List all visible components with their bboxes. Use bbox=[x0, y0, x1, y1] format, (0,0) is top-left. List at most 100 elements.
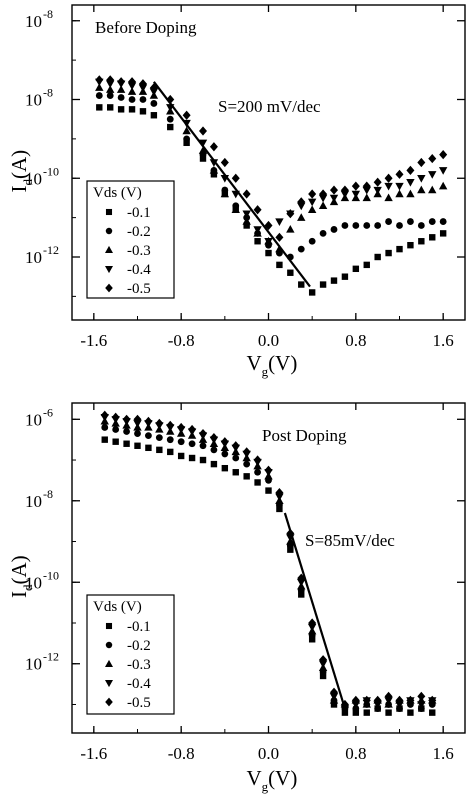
data-point bbox=[243, 473, 250, 480]
data-point bbox=[275, 232, 284, 242]
data-point bbox=[177, 452, 185, 460]
x-tick-label: -0.8 bbox=[168, 744, 195, 763]
data-point bbox=[134, 430, 141, 437]
data-point bbox=[329, 693, 339, 701]
data-point bbox=[297, 579, 306, 587]
y-tick-label: 10 bbox=[25, 12, 42, 31]
data-point bbox=[286, 209, 295, 219]
data-point bbox=[101, 436, 108, 443]
data-point bbox=[395, 695, 404, 706]
data-point bbox=[275, 493, 284, 502]
data-point bbox=[128, 96, 136, 103]
data-point bbox=[199, 155, 207, 162]
x-label-main: V bbox=[247, 351, 262, 375]
data-point bbox=[406, 189, 415, 198]
legend-marker bbox=[105, 245, 113, 254]
data-point bbox=[106, 92, 114, 99]
y-tick-label: 10 bbox=[25, 492, 42, 511]
data-point bbox=[199, 428, 207, 439]
data-point bbox=[373, 186, 382, 195]
data-point bbox=[330, 687, 338, 697]
data-point bbox=[95, 83, 104, 91]
data-point bbox=[340, 705, 350, 713]
fit-line bbox=[283, 512, 346, 709]
data-point bbox=[166, 115, 174, 123]
data-point bbox=[307, 623, 317, 632]
y-tick-label: 10 bbox=[25, 410, 42, 429]
data-point bbox=[373, 177, 382, 187]
legend-entry-label: -0.5 bbox=[127, 281, 151, 297]
data-point bbox=[276, 505, 283, 513]
data-point bbox=[429, 234, 436, 241]
legend-entry-label: -0.3 bbox=[127, 657, 151, 673]
data-point bbox=[133, 420, 142, 428]
data-point bbox=[150, 100, 158, 107]
data-point bbox=[319, 672, 327, 680]
data-point bbox=[351, 701, 361, 709]
data-point bbox=[156, 446, 163, 454]
data-point bbox=[341, 273, 349, 280]
data-point bbox=[384, 173, 393, 183]
legend-title: Vds (V) bbox=[93, 599, 142, 615]
legend-marker bbox=[105, 679, 113, 688]
data-point bbox=[188, 424, 197, 435]
data-point bbox=[352, 265, 360, 273]
data-point bbox=[428, 185, 437, 194]
data-point bbox=[101, 424, 109, 431]
data-point bbox=[264, 238, 273, 246]
data-point bbox=[111, 412, 120, 422]
y-tick-exponent: -8 bbox=[43, 7, 53, 21]
data-point bbox=[438, 167, 448, 175]
x-label-main: V bbox=[247, 766, 262, 790]
data-point bbox=[318, 660, 328, 669]
y-axis-label: Id(A) bbox=[7, 555, 35, 598]
x-tick-label: -0.8 bbox=[168, 331, 195, 350]
x-tick-label: 0.0 bbox=[258, 744, 279, 763]
y-tick-base: 10 bbox=[25, 169, 42, 188]
series-neg0.5 bbox=[100, 410, 437, 710]
data-point bbox=[438, 181, 448, 190]
y-tick-exponent: -10 bbox=[43, 164, 59, 178]
data-point bbox=[395, 182, 404, 191]
data-point bbox=[138, 79, 147, 89]
legend-entry-label: -0.4 bbox=[127, 676, 151, 692]
data-point bbox=[107, 104, 114, 111]
data-point bbox=[243, 222, 250, 229]
data-point bbox=[406, 178, 415, 187]
data-point bbox=[116, 85, 126, 93]
data-point bbox=[439, 218, 447, 225]
data-point bbox=[308, 636, 316, 643]
data-point bbox=[417, 222, 425, 229]
data-point bbox=[406, 165, 415, 175]
data-point bbox=[384, 182, 393, 191]
data-point bbox=[330, 226, 338, 233]
x-tick-label: 1.6 bbox=[433, 331, 454, 350]
data-point bbox=[112, 426, 120, 433]
data-point bbox=[123, 440, 130, 447]
data-point bbox=[407, 218, 414, 225]
data-point bbox=[384, 691, 393, 701]
data-point bbox=[199, 456, 207, 464]
data-point bbox=[396, 222, 403, 229]
y-label-main: I bbox=[7, 186, 31, 193]
data-point bbox=[407, 241, 414, 249]
data-point bbox=[341, 222, 349, 229]
data-point bbox=[363, 222, 371, 229]
data-point bbox=[417, 691, 426, 701]
x-axis-label: Vg(V) bbox=[247, 766, 298, 794]
x-axis-label: Vg(V) bbox=[247, 351, 298, 379]
data-point bbox=[287, 269, 294, 276]
data-point bbox=[297, 197, 306, 207]
data-point bbox=[385, 218, 392, 225]
data-point bbox=[199, 126, 207, 136]
series-neg0.1 bbox=[96, 104, 447, 296]
data-point bbox=[209, 165, 219, 174]
data-point bbox=[128, 77, 137, 87]
data-point bbox=[340, 185, 349, 195]
data-point bbox=[182, 126, 191, 135]
data-point bbox=[166, 420, 175, 431]
legend: Vds (V) -0.1 -0.2 -0.3 -0.4 -0.5 bbox=[86, 180, 175, 299]
data-point bbox=[198, 146, 208, 154]
